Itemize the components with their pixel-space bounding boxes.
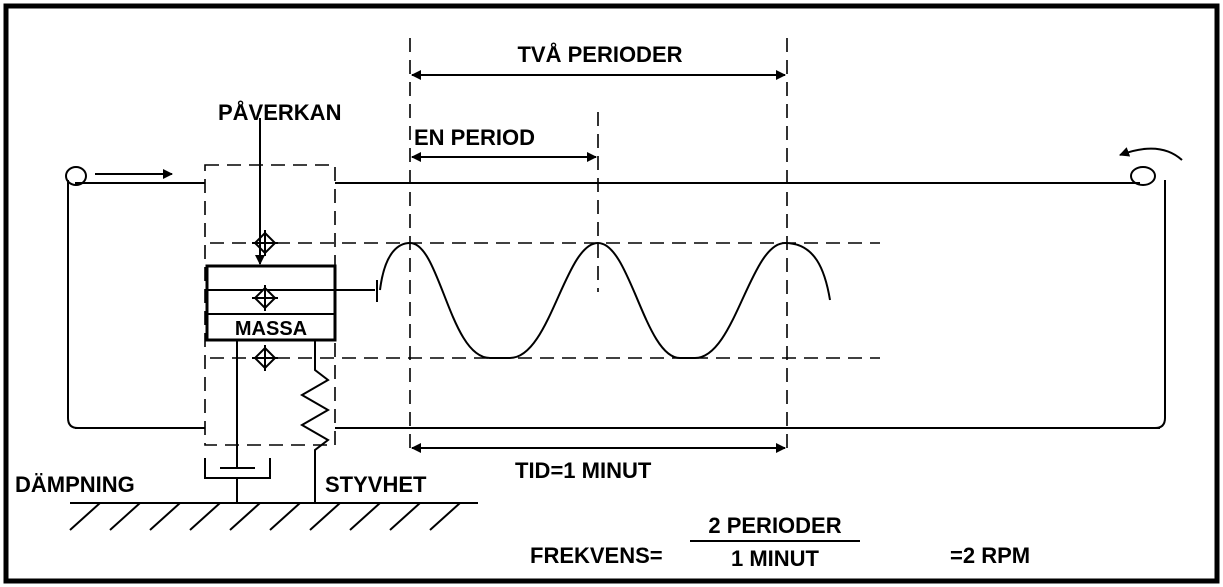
label: 1 MINUT [731,546,820,571]
spring [299,340,331,503]
dimension-arrows [411,70,786,453]
frame [3,3,1220,584]
wave [379,241,831,359]
damper [204,340,271,503]
label: DÄMPNING [15,472,135,497]
label: PÅVERKAN [218,99,341,125]
paper-roll [65,147,1183,429]
label: EN PERIOD [414,125,535,150]
label: TVÅ PERIODER [517,41,682,67]
label: STYVHET [325,472,427,497]
label: TID=1 MINUT [515,458,652,483]
label: FREKVENS= [530,543,663,568]
guides [204,38,880,455]
label: 2 PERIODER [708,513,841,538]
label: =2 RPM [950,543,1030,568]
ground [69,502,478,531]
label: MASSA [235,318,307,340]
